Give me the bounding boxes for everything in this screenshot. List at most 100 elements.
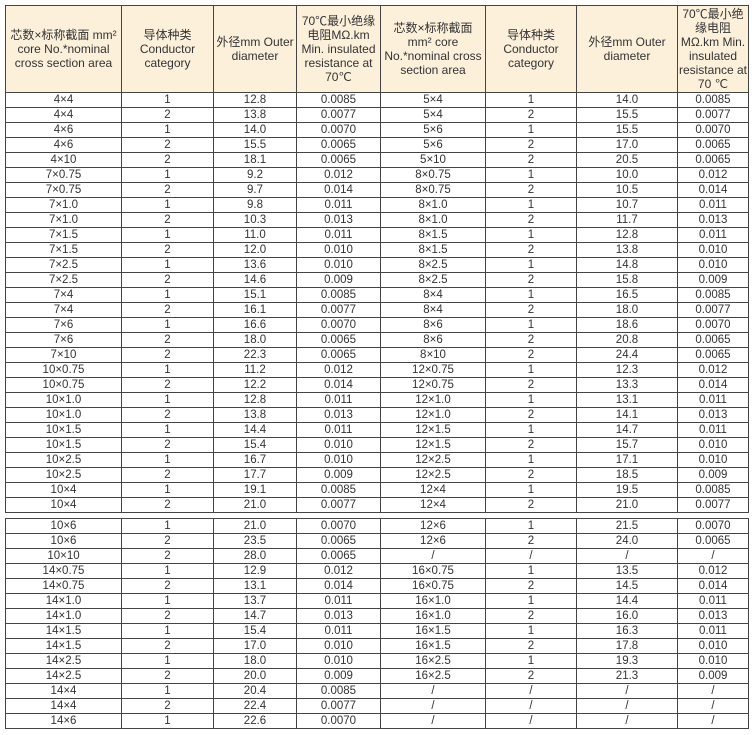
cell-cross-section: 12×1.0 [380, 407, 486, 423]
table-row: 7×1.5 1 11.0 0.011 8×1.5 1 12.8 0.011 [5, 227, 749, 243]
cell-cross-section: 5×6 [380, 122, 486, 138]
header-insulation-resistance: 70℃最小绝缘电阻MΩ.km Min. insulated resistance… [677, 5, 749, 93]
cell-cross-section: 16×0.75 [380, 563, 486, 579]
cell-cross-section: 12×2.5 [380, 452, 486, 468]
cell-cross-section: 12×0.75 [380, 377, 486, 393]
table-row: 14×1.0 2 14.7 0.013 16×1.0 2 16.0 0.013 [5, 608, 749, 624]
cell-conductor-category: 1 [121, 122, 214, 138]
cell-conductor-category: 2 [121, 242, 214, 258]
cell-outer-diameter: 12.8 [213, 392, 297, 408]
cell-outer-diameter: 20.4 [213, 683, 297, 699]
cell-cross-section: 14×0.75 [5, 563, 122, 579]
cell-conductor-category: 1 [121, 653, 214, 669]
cell-insulation-resistance: 0.011 [677, 227, 749, 243]
cell-conductor-category: 2 [485, 578, 577, 594]
cell-insulation-resistance: 0.0070 [296, 518, 381, 534]
cell-cross-section: 8×4 [380, 302, 486, 318]
cell-cross-section: 8×6 [380, 317, 486, 333]
cell-outer-diameter: 17.8 [576, 638, 678, 654]
cell-conductor-category: 1 [485, 392, 577, 408]
cell-cross-section: 16×1.0 [380, 608, 486, 624]
cell-insulation-resistance: / [677, 698, 749, 714]
table-row: 14×2.5 2 20.0 0.009 16×2.5 2 21.3 0.009 [5, 668, 749, 684]
cell-outer-diameter: 15.8 [576, 272, 678, 288]
cell-outer-diameter: 21.0 [576, 497, 678, 513]
cell-outer-diameter: 9.2 [213, 167, 297, 183]
cell-conductor-category: 2 [485, 437, 577, 453]
cell-insulation-resistance: 0.011 [296, 227, 381, 243]
table-row: 4×6 1 14.0 0.0070 5×6 1 15.5 0.0070 [5, 122, 749, 138]
header-cross-section: 芯数×标称截面 mm² core No.*nominal cross secti… [380, 5, 486, 93]
cell-outer-diameter: 19.3 [576, 653, 678, 669]
cell-outer-diameter: / [576, 548, 678, 564]
cell-insulation-resistance: / [677, 713, 749, 729]
cell-conductor-category: 2 [121, 272, 214, 288]
cell-outer-diameter: 13.1 [213, 578, 297, 594]
cell-outer-diameter: 20.0 [213, 668, 297, 684]
cell-insulation-resistance: 0.014 [677, 377, 749, 393]
cell-insulation-resistance: 0.010 [677, 653, 749, 669]
cell-outer-diameter: 12.2 [213, 377, 297, 393]
cell-cross-section: 7×0.75 [5, 167, 122, 183]
cell-conductor-category: 1 [121, 92, 214, 108]
cell-conductor-category: 1 [121, 257, 214, 273]
cell-conductor-category: 1 [485, 257, 577, 273]
cell-outer-diameter: 13.3 [576, 377, 678, 393]
cell-insulation-resistance: 0.0065 [296, 137, 381, 153]
cell-insulation-resistance: 0.0085 [296, 482, 381, 498]
cell-conductor-category: 2 [485, 467, 577, 483]
cell-outer-diameter: 15.1 [213, 287, 297, 303]
cell-cross-section: 14×1.0 [5, 593, 122, 609]
table-row: 10×4 2 21.0 0.0077 12×4 2 21.0 0.0077 [5, 497, 749, 513]
cell-insulation-resistance: 0.012 [677, 167, 749, 183]
cell-conductor-category: 2 [121, 152, 214, 168]
cell-conductor-category: 1 [121, 482, 214, 498]
cell-insulation-resistance: 0.0065 [296, 347, 381, 363]
cell-cross-section: 10×1.0 [5, 392, 122, 408]
cell-insulation-resistance: 0.009 [296, 467, 381, 483]
cell-conductor-category: 1 [485, 563, 577, 579]
cell-cross-section: 10×0.75 [5, 377, 122, 393]
cell-outer-diameter: 22.6 [213, 713, 297, 729]
cell-insulation-resistance: 0.010 [677, 638, 749, 654]
cell-conductor-category: 1 [485, 122, 577, 138]
table-row: 14×1.5 1 15.4 0.011 16×1.5 1 16.3 0.011 [5, 623, 749, 639]
cell-insulation-resistance: / [677, 548, 749, 564]
cell-cross-section: 14×1.5 [5, 623, 122, 639]
table-2-body: 10×6 1 21.0 0.0070 12×6 1 21.5 0.0070 10×6 2 23.5 0… [5, 518, 749, 729]
cell-outer-diameter: 10.0 [576, 167, 678, 183]
cell-insulation-resistance: 0.014 [296, 578, 381, 594]
cell-conductor-category: 1 [121, 197, 214, 213]
cell-cross-section: 7×0.75 [5, 182, 122, 198]
table-row: 7×10 2 22.3 0.0065 8×10 2 24.4 0.0065 [5, 347, 749, 363]
cell-outer-diameter: 14.5 [576, 578, 678, 594]
table-row: 7×4 2 16.1 0.0077 8×4 2 18.0 0.0077 [5, 302, 749, 318]
cell-insulation-resistance: 0.011 [677, 593, 749, 609]
cell-outer-diameter: 14.4 [576, 593, 678, 609]
cell-outer-diameter: / [576, 683, 678, 699]
cell-outer-diameter: 11.7 [576, 212, 678, 228]
cell-cross-section: 10×6 [5, 518, 122, 534]
table-row: 14×0.75 1 12.9 0.012 16×0.75 1 13.5 0.012 [5, 563, 749, 579]
cell-conductor-category: 2 [121, 437, 214, 453]
table-1-body: 4×4 1 12.8 0.0085 5×4 1 14.0 0.0085 4×4 2 13.8 0.00… [5, 92, 749, 513]
cell-insulation-resistance: 0.0085 [677, 287, 749, 303]
cell-outer-diameter: 20.8 [576, 332, 678, 348]
table-row: 14×2.5 1 18.0 0.010 16×2.5 1 19.3 0.010 [5, 653, 749, 669]
table-row: 14×6 1 22.6 0.0070// / / [5, 713, 749, 729]
cell-insulation-resistance: 0.0077 [677, 302, 749, 318]
cell-insulation-resistance: 0.012 [296, 563, 381, 579]
cell-cross-section: 10×6 [5, 533, 122, 549]
cell-cross-section: 8×2.5 [380, 257, 486, 273]
cell-outer-diameter: 14.8 [576, 257, 678, 273]
cell-insulation-resistance: 0.0070 [296, 317, 381, 333]
cell-cross-section: 10×0.75 [5, 362, 122, 378]
cell-outer-diameter: 18.0 [213, 653, 297, 669]
cable-spec-table-2: 10×6 1 21.0 0.0070 12×6 1 21.5 0.0070 10×6 2 23.5 0… [5, 518, 749, 729]
cell-insulation-resistance: 0.0085 [677, 482, 749, 498]
cell-outer-diameter: 18.1 [213, 152, 297, 168]
cell-conductor-category: 1 [121, 362, 214, 378]
cell-outer-diameter: 18.0 [576, 302, 678, 318]
cell-cross-section: 5×4 [380, 92, 486, 108]
cell-insulation-resistance: 0.011 [296, 197, 381, 213]
